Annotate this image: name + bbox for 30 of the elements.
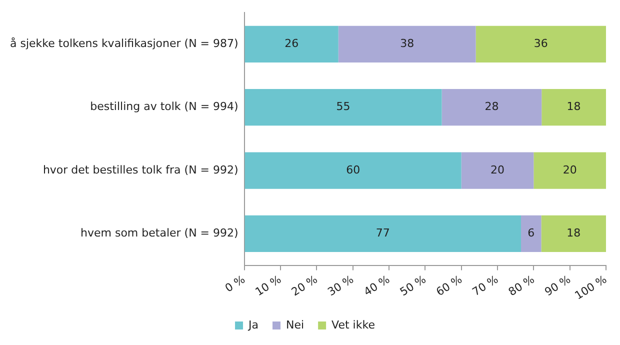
x-tick-label: 30 %	[325, 272, 356, 299]
y-tick-label: å sjekke tolkens kvalifikasjoner (N = 987)	[10, 37, 238, 50]
data-label: 77	[376, 226, 390, 240]
x-tick-label: 0 %	[222, 272, 248, 295]
y-tick-label: hvem som betaler (N = 992)	[80, 226, 238, 240]
legend-label: Ja	[248, 318, 259, 332]
y-tick-label: bestilling av tolk (N = 994)	[90, 100, 238, 114]
legend-label: Vet ikke	[332, 318, 376, 332]
legend-label: Nei	[286, 318, 304, 332]
x-tick-label: 50 %	[398, 272, 428, 299]
x-tick-label: 20 %	[289, 272, 320, 299]
x-tick-label: 60 %	[434, 272, 464, 299]
data-label: 20	[562, 163, 577, 176]
data-label: 36	[534, 37, 548, 50]
x-tick-label: 100 %	[572, 272, 610, 302]
x-tick-label: 10 %	[253, 272, 284, 299]
x-tick-label: 40 %	[362, 272, 392, 299]
data-label: 60	[346, 163, 360, 176]
data-label: 6	[528, 226, 535, 240]
x-tick-label: 80 %	[506, 272, 537, 299]
data-label: 18	[566, 226, 581, 240]
data-label: 26	[284, 37, 299, 50]
x-tick-label: 70 %	[470, 272, 501, 299]
data-label: 28	[484, 100, 499, 114]
y-tick-label: hvor det bestilles tolk fra (N = 992)	[42, 163, 238, 176]
data-label: 20	[490, 163, 504, 176]
data-label: 55	[336, 100, 350, 114]
data-label: 38	[400, 37, 414, 50]
x-tick-label: 90 %	[542, 272, 573, 299]
data-label: 18	[566, 100, 581, 114]
